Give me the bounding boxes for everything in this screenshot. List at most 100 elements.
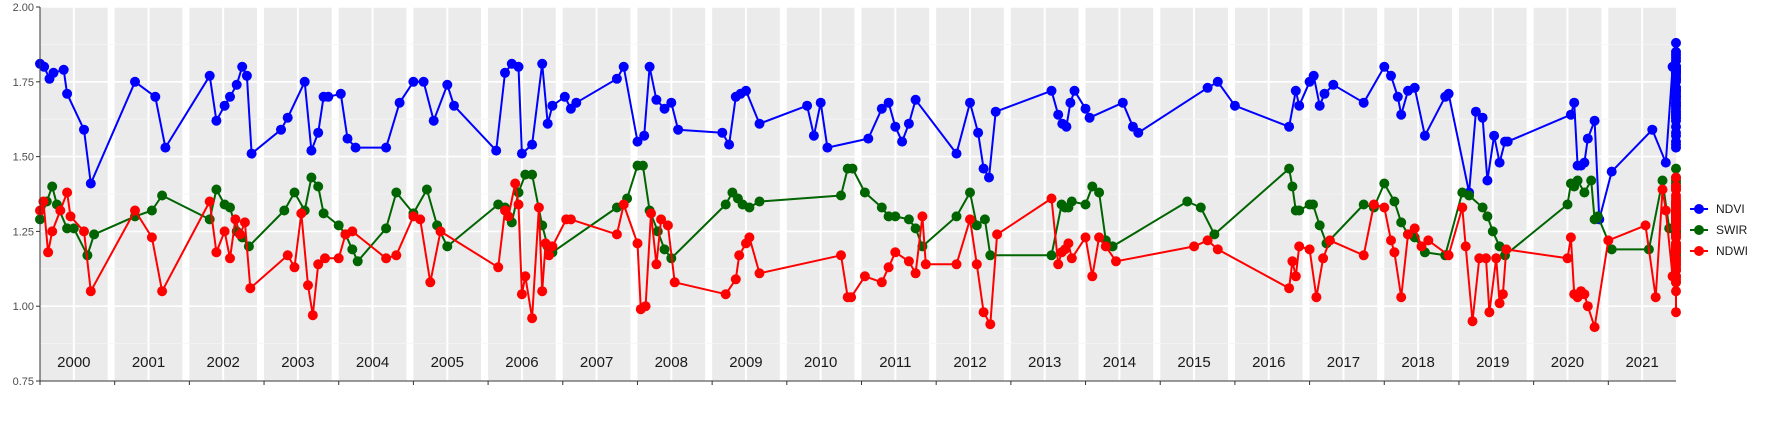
data-point-ndvi [1671, 67, 1681, 78]
data-point-swir [352, 256, 363, 267]
data-point-ndwi [320, 253, 330, 264]
data-point-ndwi [1671, 172, 1681, 183]
y-tick-label: 2.00 [13, 2, 34, 14]
data-point-ndvi [632, 136, 643, 147]
data-point-swir [754, 196, 765, 207]
panel-label-2001: 2001 [132, 354, 165, 371]
y-tick-label: 1.50 [13, 152, 34, 164]
data-point-ndwi [1671, 184, 1681, 195]
data-point-ndwi [1284, 283, 1295, 294]
data-point-swir [279, 205, 290, 216]
data-point-ndwi [1202, 235, 1213, 246]
data-point-ndwi [1660, 205, 1671, 216]
data-point-ndwi [965, 214, 975, 225]
data-point-swir [1308, 199, 1318, 210]
data-point-ndwi [910, 268, 921, 279]
data-point-ndwi [1671, 307, 1681, 318]
data-point-swir [306, 172, 317, 183]
data-point-swir [637, 160, 648, 171]
data-point-ndwi [985, 319, 996, 330]
data-point-ndwi [1671, 286, 1681, 297]
data-point-ndwi [381, 253, 392, 264]
data-point-ndvi [1647, 124, 1658, 135]
data-point-ndvi [990, 106, 1001, 117]
data-point-swir [1066, 196, 1077, 207]
data-point-ndwi [836, 250, 846, 261]
data-point-ndvi [1671, 37, 1681, 48]
data-point-swir [979, 214, 990, 225]
data-point-ndwi [62, 187, 73, 198]
data-point-swir [903, 214, 914, 225]
data-point-ndvi [418, 76, 429, 87]
data-point-ndwi [890, 247, 901, 258]
y-tick-label: 0.75 [13, 376, 34, 388]
data-point-ndvi [965, 97, 975, 108]
data-point-ndwi [1579, 289, 1590, 300]
data-point-swir [421, 184, 432, 195]
data-point-ndwi [1423, 235, 1434, 246]
data-point-ndwi [282, 250, 293, 261]
data-point-ndvi [1080, 103, 1091, 114]
data-point-ndvi [1489, 130, 1500, 141]
legend-swatch-ndwi [1694, 246, 1704, 256]
data-point-ndvi [903, 118, 914, 129]
data-point-ndvi [306, 145, 317, 156]
data-point-ndvi [618, 61, 629, 72]
data-point-swir [876, 202, 887, 213]
data-point-ndvi [1419, 130, 1430, 141]
data-point-swir [1195, 202, 1206, 213]
data-point-ndwi [65, 211, 76, 222]
data-point-ndwi [632, 238, 643, 249]
data-point-ndvi [1065, 97, 1076, 108]
panel-label-2013: 2013 [1028, 354, 1061, 371]
data-point-ndwi [425, 277, 436, 288]
data-point-ndvi [449, 100, 459, 111]
data-point-ndwi [1094, 232, 1105, 243]
legend-label-ndwi: NDWI [1716, 244, 1748, 258]
data-point-ndwi [1100, 241, 1111, 252]
data-point-ndwi [565, 214, 576, 225]
data-point-ndwi [303, 280, 313, 291]
data-point-ndwi [347, 226, 358, 237]
data-point-ndwi [235, 229, 246, 240]
data-point-ndwi [651, 259, 662, 270]
data-point-ndwi [1582, 301, 1593, 312]
data-point-ndvi [673, 124, 684, 135]
data-point-ndwi [992, 229, 1003, 240]
data-point-ndwi [1589, 322, 1600, 333]
data-point-swir [652, 226, 663, 237]
data-point-swir [1314, 220, 1325, 231]
panel-label-2014: 2014 [1103, 354, 1136, 371]
panel-label-2015: 2015 [1177, 354, 1210, 371]
panel-label-2012: 2012 [953, 354, 986, 371]
data-point-ndvi [822, 142, 833, 153]
data-point-ndvi [1084, 112, 1095, 123]
y-tick-label: 1.75 [13, 77, 34, 89]
panel-label-2021: 2021 [1625, 354, 1658, 371]
panel-label-2019: 2019 [1476, 354, 1509, 371]
panel-label-2002: 2002 [207, 354, 240, 371]
data-point-ndwi [1481, 253, 1491, 264]
data-point-ndwi [1671, 220, 1681, 231]
panel-label-2018: 2018 [1401, 354, 1434, 371]
data-point-swir [381, 223, 392, 234]
data-point-ndwi [1671, 262, 1681, 273]
data-point-ndwi [1671, 229, 1681, 240]
data-point-ndvi [1671, 85, 1681, 96]
data-point-ndvi [651, 94, 662, 105]
data-point-swir [1284, 163, 1295, 174]
data-point-swir [1087, 181, 1098, 192]
data-point-ndwi [1368, 199, 1379, 210]
data-point-ndvi [1133, 127, 1144, 138]
data-point-ndwi [640, 301, 651, 312]
data-point-ndvi [808, 130, 819, 141]
data-point-ndwi [1294, 241, 1305, 252]
data-point-swir [527, 169, 538, 180]
data-point-swir [1287, 181, 1298, 192]
data-point-ndwi [646, 208, 656, 219]
data-point-swir [146, 205, 157, 216]
data-point-swir [1094, 187, 1105, 198]
data-point-ndwi [978, 307, 989, 318]
data-point-ndwi [1379, 202, 1390, 213]
